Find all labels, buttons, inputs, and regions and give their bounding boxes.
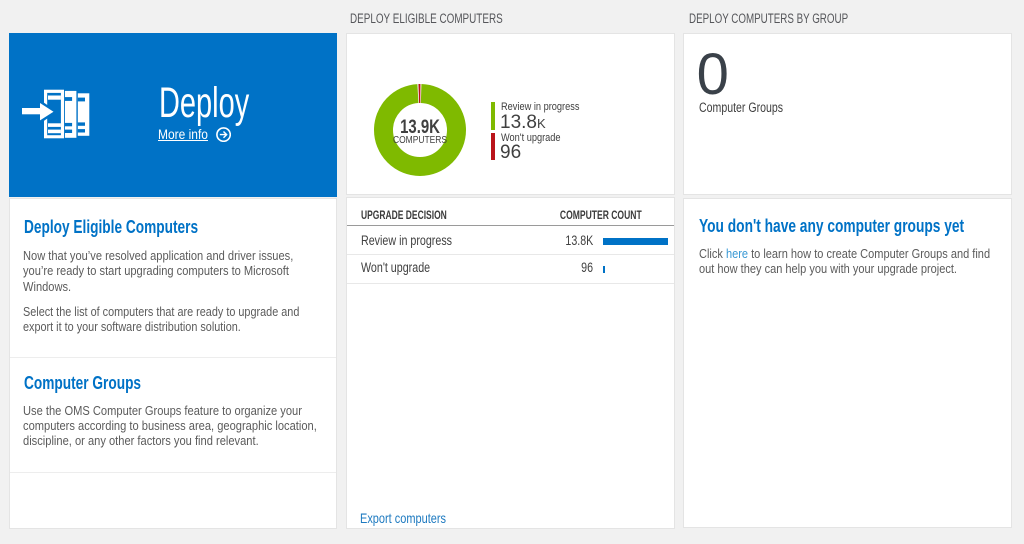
svg-text:COMPUTERS: COMPUTERS — [393, 135, 447, 146]
svg-text:13.9K: 13.9K — [400, 117, 440, 138]
